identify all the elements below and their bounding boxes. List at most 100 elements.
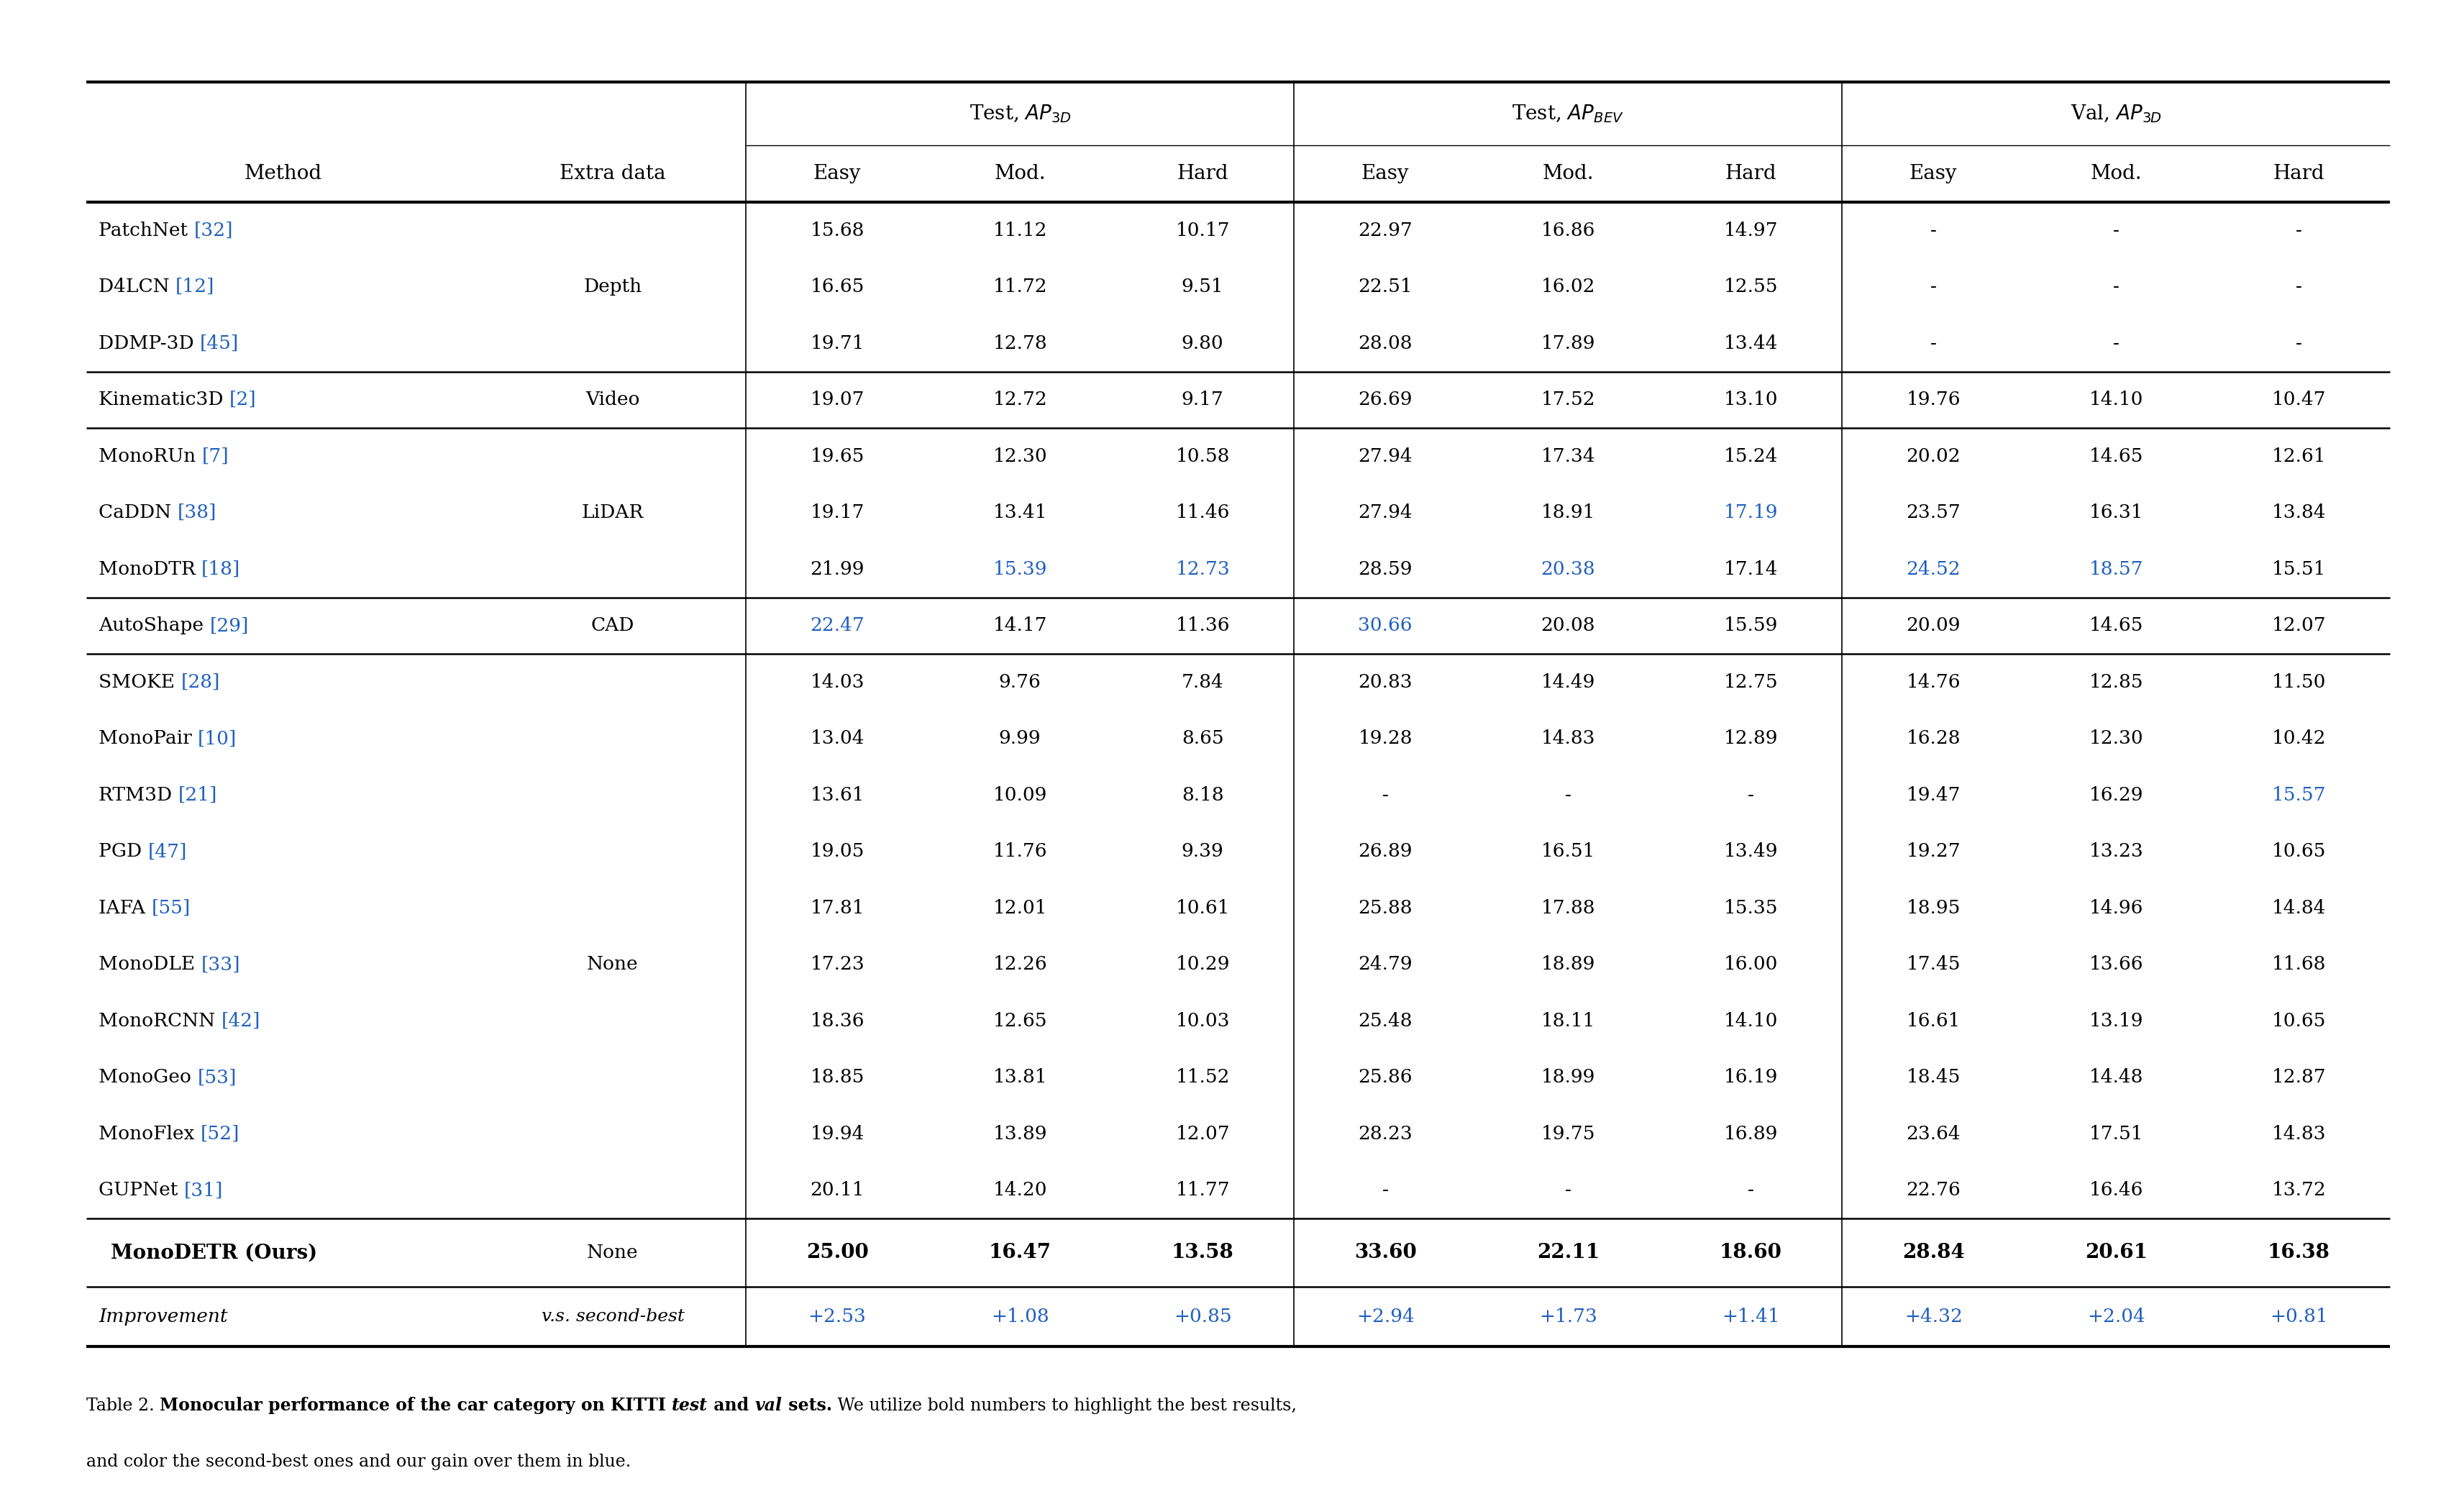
- Text: 16.46: 16.46: [2089, 1181, 2144, 1199]
- Text: 10.09: 10.09: [993, 786, 1047, 804]
- Text: PGD: PGD: [99, 843, 148, 860]
- Text: Table 2.: Table 2.: [86, 1397, 160, 1415]
- Text: 8.18: 8.18: [1183, 786, 1225, 804]
- Text: 11.72: 11.72: [993, 278, 1047, 296]
- Text: and color the second-best ones and our gain over them in blue.: and color the second-best ones and our g…: [86, 1453, 631, 1471]
- Text: -: -: [2296, 278, 2301, 296]
- Text: SMOKE: SMOKE: [99, 673, 180, 691]
- Text: v.s. second-best: v.s. second-best: [542, 1308, 685, 1326]
- Text: +2.04: +2.04: [2087, 1308, 2146, 1326]
- Text: LiDAR: LiDAR: [582, 504, 643, 522]
- Text: [29]: [29]: [209, 617, 249, 635]
- Text: 10.17: 10.17: [1175, 221, 1230, 239]
- Text: 28.08: 28.08: [1358, 334, 1412, 352]
- Text: 14.10: 14.10: [1725, 1012, 1779, 1030]
- Text: [7]: [7]: [202, 447, 229, 465]
- Text: [55]: [55]: [150, 899, 190, 917]
- Text: 13.10: 13.10: [1722, 391, 1779, 409]
- Text: 14.17: 14.17: [993, 617, 1047, 635]
- Text: 8.65: 8.65: [1183, 730, 1225, 747]
- Text: 28.23: 28.23: [1358, 1125, 1412, 1143]
- Text: 16.65: 16.65: [811, 278, 865, 296]
- Text: Mod.: Mod.: [1542, 163, 1594, 184]
- Text: 30.66: 30.66: [1358, 617, 1412, 635]
- Text: 19.76: 19.76: [1907, 391, 1961, 409]
- Text: 16.86: 16.86: [1540, 221, 1594, 239]
- Text: 17.23: 17.23: [811, 955, 865, 973]
- Text: MonoPair: MonoPair: [99, 730, 197, 747]
- Text: 26.69: 26.69: [1358, 391, 1412, 409]
- Text: 12.07: 12.07: [1175, 1125, 1230, 1143]
- Text: 12.07: 12.07: [2272, 617, 2326, 635]
- Text: 12.55: 12.55: [1722, 278, 1779, 296]
- Text: 22.76: 22.76: [1907, 1181, 1961, 1199]
- Text: 12.75: 12.75: [1722, 673, 1779, 691]
- Text: 12.73: 12.73: [1175, 560, 1230, 578]
- Text: -: -: [1747, 1181, 1754, 1199]
- Text: 26.89: 26.89: [1358, 843, 1412, 860]
- Text: 17.88: 17.88: [1540, 899, 1594, 917]
- Text: 17.51: 17.51: [2089, 1125, 2144, 1143]
- Text: +2.53: +2.53: [808, 1308, 867, 1326]
- Text: Mod.: Mod.: [2089, 163, 2141, 184]
- Text: [10]: [10]: [197, 730, 237, 747]
- Text: 16.29: 16.29: [2089, 786, 2144, 804]
- Text: -: -: [1747, 786, 1754, 804]
- Text: Mod.: Mod.: [993, 163, 1045, 184]
- Text: 17.52: 17.52: [1540, 391, 1594, 409]
- Text: 25.48: 25.48: [1358, 1012, 1412, 1030]
- Text: 22.97: 22.97: [1358, 221, 1412, 239]
- Text: 13.61: 13.61: [811, 786, 865, 804]
- Text: 15.39: 15.39: [993, 560, 1047, 578]
- Text: 23.57: 23.57: [1907, 504, 1961, 522]
- Text: CaDDN: CaDDN: [99, 504, 177, 522]
- Text: 9.76: 9.76: [998, 673, 1042, 691]
- Text: -: -: [1929, 334, 1937, 352]
- Text: -: -: [2112, 334, 2119, 352]
- Text: sets.: sets.: [781, 1397, 833, 1415]
- Text: 28.84: 28.84: [1902, 1242, 1964, 1263]
- Text: [32]: [32]: [195, 221, 234, 239]
- Text: test: test: [673, 1397, 707, 1415]
- Text: We utilize bold numbers to highlight the best results,: We utilize bold numbers to highlight the…: [833, 1397, 1296, 1415]
- Text: 13.23: 13.23: [2089, 843, 2144, 860]
- Text: 10.65: 10.65: [2272, 843, 2326, 860]
- Text: 14.03: 14.03: [811, 673, 865, 691]
- Text: [42]: [42]: [222, 1012, 261, 1030]
- Text: AutoShape: AutoShape: [99, 617, 209, 635]
- Text: 18.45: 18.45: [1907, 1068, 1961, 1086]
- Text: [47]: [47]: [148, 843, 187, 860]
- Text: 13.41: 13.41: [993, 504, 1047, 522]
- Text: [21]: [21]: [177, 786, 217, 804]
- Text: -: -: [2112, 221, 2119, 239]
- Text: 12.85: 12.85: [2089, 673, 2144, 691]
- Text: 15.57: 15.57: [2272, 786, 2326, 804]
- Text: None: None: [586, 1244, 638, 1262]
- Text: DDMP-3D: DDMP-3D: [99, 334, 200, 352]
- Text: 18.91: 18.91: [1540, 504, 1594, 522]
- Text: 12.72: 12.72: [993, 391, 1047, 409]
- Text: 10.03: 10.03: [1175, 1012, 1230, 1030]
- Text: Easy: Easy: [813, 163, 862, 184]
- Text: -: -: [2112, 278, 2119, 296]
- Text: 10.47: 10.47: [2272, 391, 2326, 409]
- Text: 11.36: 11.36: [1175, 617, 1230, 635]
- Text: Method: Method: [244, 163, 323, 184]
- Text: 11.68: 11.68: [2272, 955, 2326, 973]
- Text: 16.02: 16.02: [1540, 278, 1594, 296]
- Text: 18.11: 18.11: [1540, 1012, 1594, 1030]
- Text: None: None: [586, 955, 638, 973]
- Text: 12.61: 12.61: [2272, 447, 2326, 465]
- Text: 16.31: 16.31: [2089, 504, 2144, 522]
- Text: D4LCN: D4LCN: [99, 278, 175, 296]
- Text: 13.19: 13.19: [2089, 1012, 2144, 1030]
- Text: val: val: [754, 1397, 781, 1415]
- Text: 10.58: 10.58: [1175, 447, 1230, 465]
- Text: 19.27: 19.27: [1907, 843, 1961, 860]
- Text: 20.83: 20.83: [1358, 673, 1412, 691]
- Text: 13.81: 13.81: [993, 1068, 1047, 1086]
- Text: 20.09: 20.09: [1907, 617, 1961, 635]
- Text: Hard: Hard: [1725, 163, 1777, 184]
- Text: 13.44: 13.44: [1722, 334, 1779, 352]
- Text: 11.77: 11.77: [1175, 1181, 1230, 1199]
